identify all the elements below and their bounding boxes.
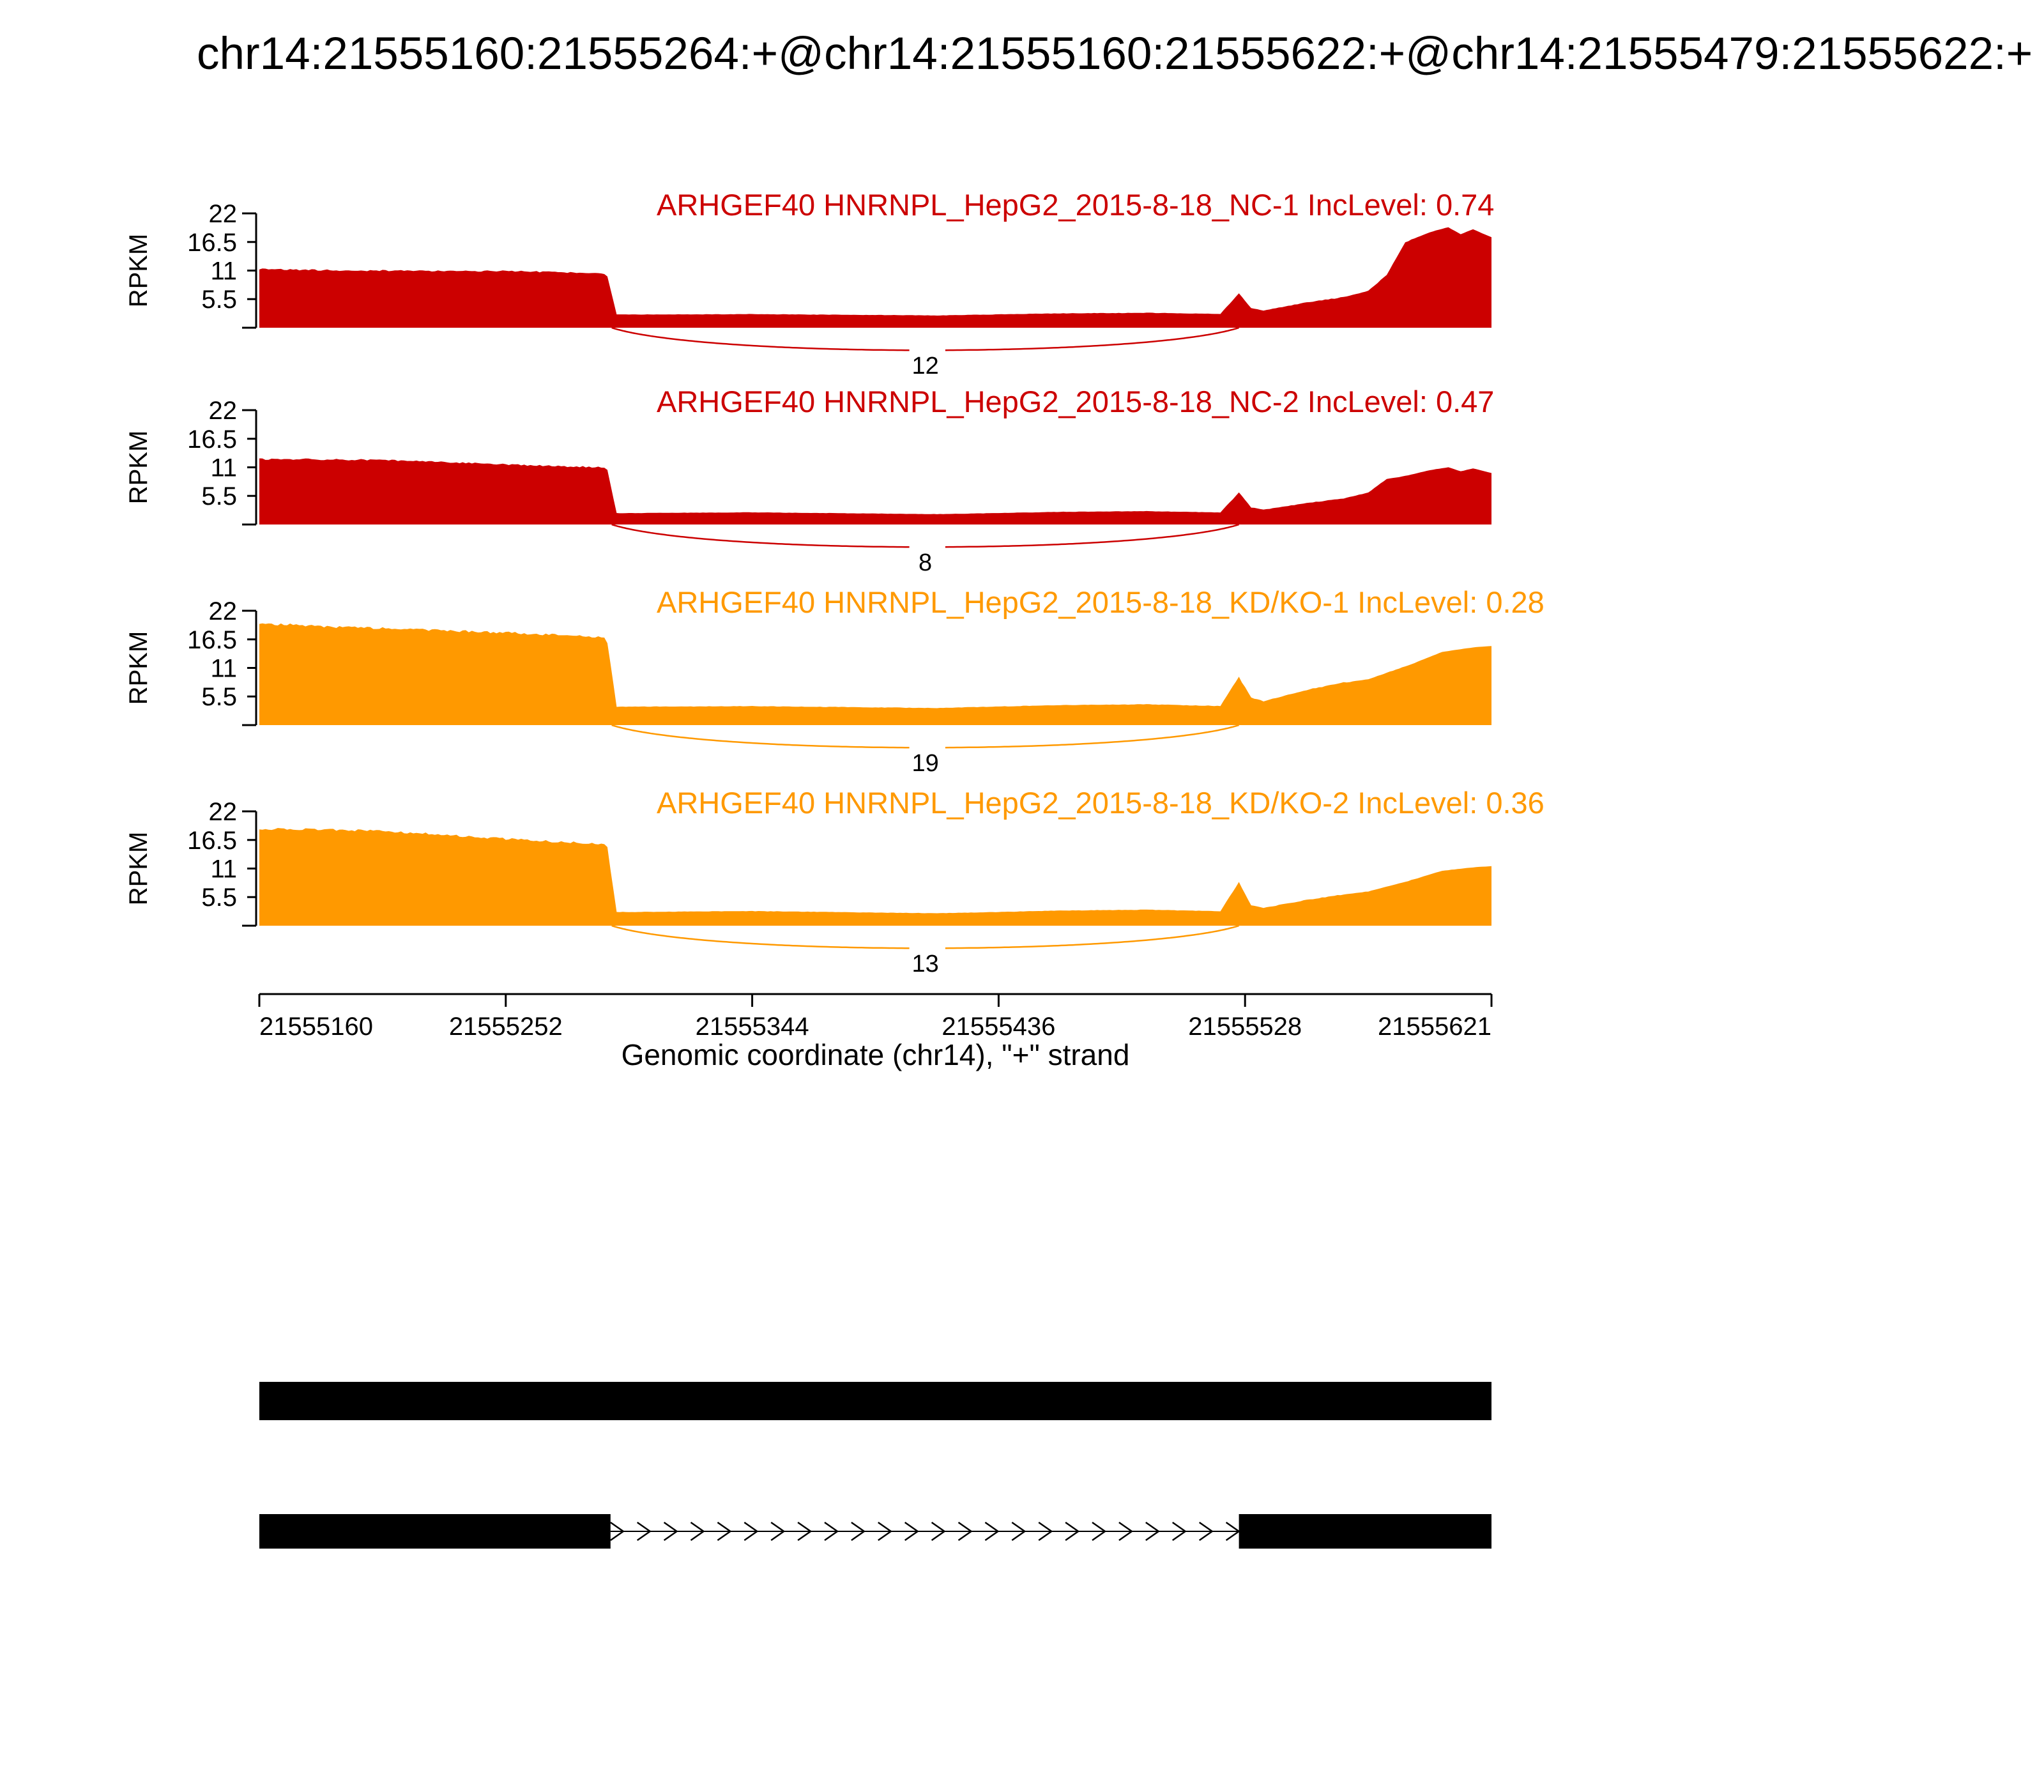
svg-text:RPKM: RPKM: [125, 234, 153, 308]
svg-text:11: 11: [210, 855, 237, 884]
svg-text:5.5: 5.5: [201, 482, 237, 510]
svg-text:11: 11: [210, 655, 237, 683]
svg-text:RPKM: RPKM: [125, 431, 153, 505]
svg-text:22: 22: [209, 397, 238, 425]
svg-text:12: 12: [911, 353, 938, 379]
svg-text:21555160: 21555160: [259, 1013, 373, 1041]
svg-text:5.5: 5.5: [201, 884, 237, 912]
svg-text:13: 13: [911, 951, 938, 977]
svg-text:21555344: 21555344: [696, 1013, 809, 1041]
svg-text:ARHGEF40 HNRNPL_HepG2_2015-8-1: ARHGEF40 HNRNPL_HepG2_2015-8-18_NC-2 Inc…: [657, 385, 1494, 418]
svg-text:22: 22: [209, 597, 238, 625]
svg-text:5.5: 5.5: [201, 286, 237, 314]
svg-text:21555436: 21555436: [942, 1013, 1055, 1041]
svg-text:5.5: 5.5: [201, 683, 237, 711]
svg-text:ARHGEF40 HNRNPL_HepG2_2015-8-1: ARHGEF40 HNRNPL_HepG2_2015-8-18_KD/KO-2 …: [657, 786, 1544, 820]
svg-text:21555621: 21555621: [1378, 1013, 1491, 1041]
svg-text:ARHGEF40 HNRNPL_HepG2_2015-8-1: ARHGEF40 HNRNPL_HepG2_2015-8-18_KD/KO-1 …: [657, 585, 1544, 619]
svg-text:16.5: 16.5: [187, 229, 237, 257]
svg-text:22: 22: [209, 200, 238, 228]
svg-text:8: 8: [919, 549, 932, 576]
svg-text:19: 19: [911, 750, 938, 777]
svg-text:Genomic coordinate (chr14), "+: Genomic coordinate (chr14), "+" strand: [622, 1038, 1130, 1071]
svg-text:11: 11: [210, 257, 237, 286]
svg-text:16.5: 16.5: [187, 425, 237, 454]
svg-text:RPKM: RPKM: [125, 832, 153, 906]
svg-text:16.5: 16.5: [187, 827, 237, 855]
svg-text:22: 22: [209, 798, 238, 826]
svg-text:21555528: 21555528: [1188, 1013, 1302, 1041]
svg-text:21555252: 21555252: [449, 1013, 563, 1041]
svg-text:16.5: 16.5: [187, 626, 237, 654]
svg-text:ARHGEF40 HNRNPL_HepG2_2015-8-1: ARHGEF40 HNRNPL_HepG2_2015-8-18_NC-1 Inc…: [657, 188, 1494, 222]
svg-text:RPKM: RPKM: [125, 631, 153, 705]
svg-text:chr14:21555160:21555264:+@chr1: chr14:21555160:21555264:+@chr14:21555160…: [197, 29, 2033, 79]
svg-text:11: 11: [210, 454, 237, 482]
